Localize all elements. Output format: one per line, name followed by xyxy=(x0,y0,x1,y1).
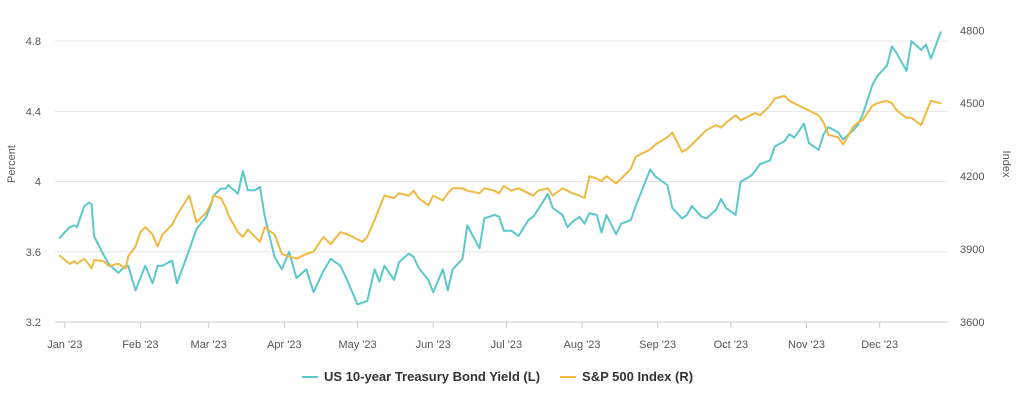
y-left-tick-label: 4 xyxy=(35,177,41,189)
series-line-0 xyxy=(58,31,942,306)
x-tick-label: Mar '23 xyxy=(191,339,227,351)
y-left-tick-label: 4.4 xyxy=(26,106,41,118)
series xyxy=(58,31,942,306)
series-line-1 xyxy=(58,94,942,270)
x-tick-label: Feb '23 xyxy=(122,339,158,351)
axes: 3.2 3.6 4 4.4 4.8 3600 3900 4200 4500 4800 Jan '23… xyxy=(6,25,1012,351)
x-tick-label: Jul '23 xyxy=(491,339,522,351)
x-tick-label: Sep '23 xyxy=(639,339,676,351)
y-right-axis-title: Index xyxy=(1000,151,1012,178)
legend: US 10-year Treasury Bond Yield (L) S&P 50… xyxy=(302,369,693,384)
x-tick-label: Dec '23 xyxy=(861,339,898,351)
x-tick-label: Apr '23 xyxy=(267,339,302,351)
y-left-tick-label: 4.8 xyxy=(26,36,41,48)
x-tick-label: Aug '23 xyxy=(564,339,601,351)
legend-item-label[interactable]: S&P 500 Index (R) xyxy=(582,369,693,384)
y-right-tick-label: 4200 xyxy=(960,171,984,183)
x-tick-label: Oct '23 xyxy=(714,339,749,351)
x-tick-label: May '23 xyxy=(338,339,376,351)
y-right-tick-label: 3900 xyxy=(960,244,984,256)
y-left-tick-label: 3.6 xyxy=(26,247,41,259)
x-tick-label: Jan '23 xyxy=(47,339,82,351)
legend-item-label[interactable]: US 10-year Treasury Bond Yield (L) xyxy=(324,369,540,384)
x-tick-label: Nov '23 xyxy=(788,339,825,351)
y-left-axis-title: Percent xyxy=(6,145,18,183)
y-right-tick-label: 4800 xyxy=(960,25,984,37)
y-right-tick-label: 4500 xyxy=(960,98,984,110)
y-left-tick-label: 3.2 xyxy=(26,317,41,329)
x-tick-label: Jun '23 xyxy=(416,339,451,351)
grid xyxy=(55,40,948,323)
y-right-tick-label: 3600 xyxy=(960,317,984,329)
